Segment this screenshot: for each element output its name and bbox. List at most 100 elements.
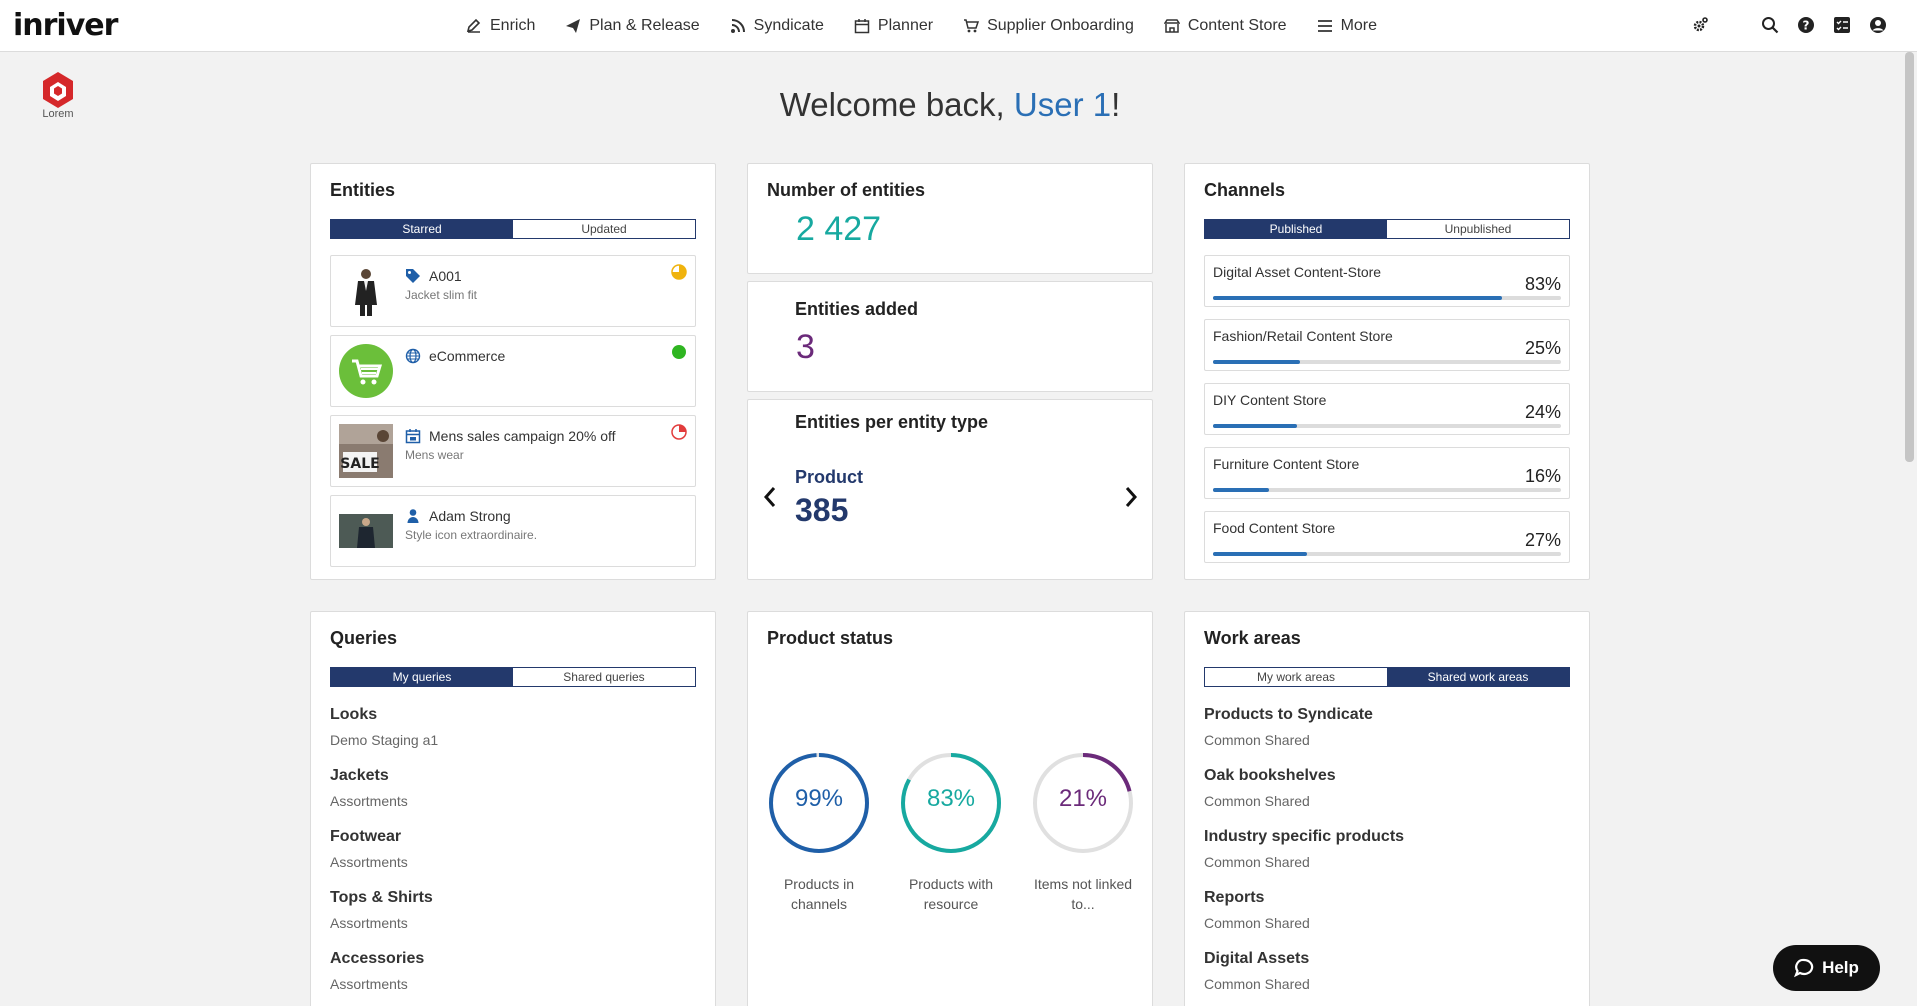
work-area-item[interactable]: Industry specific products Common Shared [1204, 828, 1404, 870]
ring-percent: 83% [926, 785, 976, 812]
tab-published[interactable]: Published [1205, 220, 1387, 238]
work-area-name: Industry specific products [1204, 828, 1405, 845]
ring-arc [1033, 753, 1133, 853]
status-ring[interactable]: 21% Items not linked to... [1031, 751, 1135, 914]
status-ring[interactable]: 83% Products with resource [899, 751, 1003, 914]
inriver-logo[interactable]: inriver [13, 8, 118, 43]
tag-icon [406, 269, 420, 283]
product-status-title: Product status [767, 628, 894, 648]
channel-item[interactable]: Food Content Store 27% [1204, 511, 1570, 563]
search-icon[interactable] [1761, 16, 1779, 34]
work-areas-title: Work areas [1204, 628, 1301, 648]
paper-plane-icon [566, 19, 581, 33]
work-area-item[interactable]: Reports Common Shared [1204, 889, 1310, 931]
entity-type-name: Product [795, 467, 864, 487]
entity-sub: Jacket slim fit [405, 288, 478, 302]
person-thumbnail-icon [339, 504, 393, 558]
work-area-name: Digital Assets [1204, 950, 1310, 967]
query-item[interactable]: Footwear Assortments [330, 828, 408, 870]
nav-supplier-onboarding[interactable]: Supplier Onboarding [963, 17, 1134, 35]
nav-plan-release-label: Plan & Release [589, 17, 700, 34]
tab-shared-work-areas[interactable]: Shared work areas [1387, 668, 1569, 686]
ring-label: Items not linked to... [1033, 876, 1133, 912]
work-area-item[interactable]: Digital Assets Common Shared [1204, 950, 1310, 992]
entity-item[interactable]: A001 Jacket slim fit [330, 255, 696, 327]
main-nav: Enrich Plan & Release Syndicate Planner … [466, 0, 1377, 52]
query-item[interactable]: Accessories Assortments [330, 950, 424, 992]
sale-thumbnail-icon: SALE [339, 424, 393, 478]
chevron-right-icon[interactable] [1123, 486, 1139, 508]
help-circle-icon[interactable]: ? [1797, 16, 1815, 34]
nav-enrich-label: Enrich [490, 17, 536, 34]
nav-plan-release[interactable]: Plan & Release [565, 17, 700, 35]
query-name: Footwear [330, 828, 402, 845]
ring-arc [769, 753, 869, 853]
page-scrollbar[interactable] [1902, 52, 1917, 1006]
channels-toggle: Published Unpublished [1204, 219, 1570, 239]
tab-my-queries[interactable]: My queries [331, 668, 513, 686]
channel-item[interactable]: Digital Asset Content-Store 83% [1204, 255, 1570, 307]
tab-updated[interactable]: Updated [513, 220, 695, 238]
settings-gear-icon[interactable] [1691, 16, 1709, 34]
channel-name: Digital Asset Content-Store [1213, 264, 1382, 280]
channel-item[interactable]: Furniture Content Store 16% [1204, 447, 1570, 499]
query-item[interactable]: Looks Demo Staging a1 [330, 706, 438, 748]
nav-more[interactable]: More [1317, 17, 1377, 35]
entities-per-type-label: Entities per entity type [795, 412, 989, 432]
work-areas-card: Work areas My work areas Shared work are… [1184, 611, 1590, 1006]
work-area-sub: Common Shared [1204, 915, 1310, 931]
entity-sub: Style icon extraordinaire. [405, 528, 538, 542]
nav-enrich[interactable]: Enrich [466, 17, 535, 35]
ring-label: Products with resource [908, 876, 994, 912]
entity-item[interactable]: SALE Mens sales campaign 20% off Mens we… [330, 415, 696, 487]
tab-my-work-areas[interactable]: My work areas [1205, 668, 1387, 686]
nav-planner[interactable]: Planner [854, 17, 933, 35]
tab-shared-queries[interactable]: Shared queries [513, 668, 695, 686]
channel-progress-track [1213, 360, 1561, 364]
channel-item[interactable]: DIY Content Store 24% [1204, 383, 1570, 435]
query-sub: Assortments [330, 976, 408, 992]
status-ring[interactable]: 99% Products in channels [767, 751, 871, 914]
entity-item[interactable]: eCommerce [330, 335, 696, 407]
channel-item[interactable]: Fashion/Retail Content Store 25% [1204, 319, 1570, 371]
channels-card: Channels Published Unpublished Digital A… [1184, 163, 1590, 580]
chat-bubble-icon [1794, 958, 1814, 978]
channel-name: Food Content Store [1213, 520, 1336, 536]
user-account-icon[interactable] [1869, 16, 1887, 34]
globe-icon [405, 348, 421, 364]
number-of-entities-card: Number of entities 2 427 [747, 163, 1153, 274]
tasks-icon[interactable] [1833, 16, 1851, 34]
scrollbar-thumb[interactable] [1905, 52, 1914, 462]
welcome-prefix: Welcome back, [779, 86, 1014, 123]
entity-item[interactable]: Adam Strong Style icon extraordinaire. [330, 495, 696, 567]
top-bar: inriver Enrich Plan & Release Syndicate … [0, 0, 1917, 52]
channel-progress-track [1213, 296, 1561, 300]
entities-title: Entities [330, 180, 396, 200]
query-item[interactable]: Tops & Shirts Assortments [330, 889, 433, 931]
ring-chart-icon [769, 753, 869, 853]
welcome-user: User 1 [1013, 86, 1112, 123]
tab-unpublished[interactable]: Unpublished [1387, 220, 1569, 238]
query-sub: Assortments [330, 793, 408, 809]
brand-label: Lorem [42, 108, 74, 120]
nav-syndicate[interactable]: Syndicate [730, 17, 824, 35]
work-area-item[interactable]: Oak bookshelves Common Shared [1204, 767, 1336, 809]
help-button[interactable]: Help [1773, 945, 1880, 991]
entities-card: Entities Starred Updated A001 Jacket sli… [310, 163, 716, 580]
nav-syndicate-label: Syndicate [753, 17, 824, 34]
channel-percent: 27% [1524, 530, 1561, 550]
nav-content-store[interactable]: Content Store [1163, 17, 1287, 35]
nav-more-label: More [1340, 17, 1378, 34]
number-of-entities-label: Number of entities [767, 180, 926, 200]
work-area-item[interactable]: Products to Syndicate Common Shared [1204, 706, 1373, 748]
nav-supplier-onboarding-label: Supplier Onboarding [987, 17, 1134, 34]
entity-type-count: 385 [795, 492, 849, 528]
brand-logo: Lorem [36, 70, 80, 128]
query-item[interactable]: Jackets Assortments [330, 767, 408, 809]
tab-starred[interactable]: Starred [331, 220, 513, 238]
channel-progress-fill [1213, 488, 1269, 492]
calendar-icon [405, 429, 421, 444]
chevron-left-icon[interactable] [762, 486, 778, 508]
channel-percent: 16% [1524, 466, 1561, 486]
channel-progress-fill [1213, 552, 1307, 556]
